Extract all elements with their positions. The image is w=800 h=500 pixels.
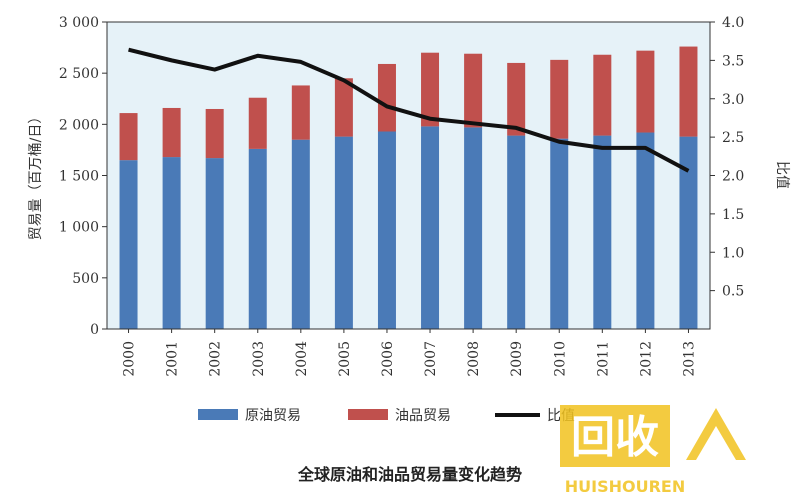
bar-crude-2007	[421, 126, 440, 329]
left-tick-label: 1 000	[59, 220, 99, 236]
legend-label-products: 油品贸易	[395, 408, 451, 424]
bar-products-2002	[205, 108, 224, 159]
bar-products-2008	[464, 53, 483, 128]
right-tick-label: 2.0	[722, 169, 744, 185]
right-tick-label: 1.0	[722, 245, 744, 261]
left-tick-label: 500	[72, 271, 99, 287]
plot-background	[107, 22, 710, 329]
line-layer	[128, 47, 690, 173]
bar-products-2004	[291, 85, 310, 140]
bar-crude-2009	[507, 135, 526, 329]
watermark-brand-text: HUISHOUREN	[565, 477, 685, 496]
x-tick-label: 2008	[466, 341, 482, 377]
bar-products-2001	[162, 107, 181, 158]
right-tick-label: 0.5	[722, 284, 744, 300]
left-tick-label: 0	[90, 322, 99, 338]
x-tick-label: 2001	[165, 341, 181, 377]
x-tick-label: 2010	[552, 341, 568, 377]
right-tick-label: 3.0	[722, 92, 744, 108]
right-tick-label: 4.0	[722, 15, 744, 31]
bar-crude-2006	[377, 131, 396, 329]
x-tick-label: 2011	[595, 341, 611, 377]
bar-crude-2011	[593, 135, 612, 329]
right-tick-label: 1.5	[722, 207, 744, 223]
x-tick-label: 2013	[681, 341, 697, 377]
right-tick-label: 3.5	[722, 53, 744, 69]
bar-products-2011	[593, 54, 612, 136]
bar-crude-2008	[464, 127, 483, 329]
bar-crude-2010	[550, 138, 569, 329]
bar-products-2013	[679, 46, 698, 137]
x-tick-label: 2005	[337, 341, 353, 377]
bar-crude-2012	[636, 132, 655, 329]
left-tick-label: 2 500	[59, 66, 99, 82]
bar-products-2010	[550, 59, 569, 139]
bar-crude-2004	[291, 139, 310, 329]
left-tick-label: 2 000	[59, 117, 99, 133]
x-tick-label: 2007	[423, 341, 439, 377]
bar-products-2006	[377, 63, 396, 132]
bar-crude-2002	[205, 158, 224, 329]
bar-products-2003	[248, 97, 267, 149]
legend-label-crude: 原油贸易	[245, 408, 301, 424]
bar-products-2005	[334, 78, 353, 137]
bar-products-2007	[421, 52, 440, 127]
bar-crude-2000	[119, 160, 138, 329]
bar-crude-2013	[679, 136, 698, 329]
right-tick-label: 2.5	[722, 130, 744, 146]
x-tick-label: 2003	[251, 341, 267, 377]
legend-swatch-crude	[198, 409, 238, 420]
x-tick-label: 2000	[122, 341, 138, 377]
chart-title: 全球原油和油品贸易量变化趋势	[297, 465, 522, 484]
legend-swatch-products	[348, 409, 388, 420]
x-tick-label: 2009	[509, 341, 525, 377]
bar-products-2000	[119, 113, 138, 161]
bars-layer	[119, 46, 698, 329]
watermark: 回收 HUISHOUREN	[560, 405, 746, 496]
x-tick-label: 2002	[208, 341, 224, 377]
bar-products-2012	[636, 50, 655, 133]
left-axis-ticks: 0 500 1 000 1 500 2 000 2 500 3 000	[59, 15, 107, 338]
x-tick-label: 2012	[638, 341, 654, 377]
leaf-icon	[686, 408, 746, 460]
bar-crude-2003	[248, 148, 267, 329]
bar-crude-2005	[334, 136, 353, 329]
y2-axis-title: 比值	[774, 161, 790, 189]
x-tick-label: 2006	[380, 341, 396, 377]
y-axis-title: 贸易量（百万桶/日）	[28, 110, 44, 241]
right-axis-ticks: 0.5 1.0 1.5 2.0 2.5 3.0 3.5 4.0	[710, 15, 744, 300]
left-tick-label: 1 500	[59, 169, 99, 185]
bar-crude-2001	[162, 157, 181, 329]
legend: 原油贸易 油品贸易 比值	[198, 408, 575, 424]
x-axis-ticks: 2000 2001 2002 2003 2004 2005 2006 2007 2008 2009…	[122, 329, 697, 377]
ratio-line	[128, 47, 690, 173]
watermark-logo-text: 回收	[571, 412, 659, 463]
left-tick-label: 3 000	[59, 15, 99, 31]
x-tick-label: 2004	[294, 341, 310, 377]
bar-products-2009	[507, 62, 526, 136]
